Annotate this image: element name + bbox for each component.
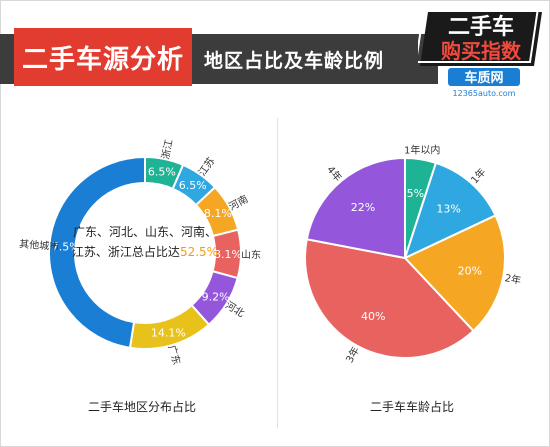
donut-value-label: 6.5% xyxy=(179,179,207,192)
pie-category-label: 2年 xyxy=(504,271,523,287)
donut-category-label: 河北 xyxy=(223,299,246,320)
pie-slice-2 xyxy=(403,161,497,260)
donut-category-label: 山东 xyxy=(241,248,261,261)
donut-value-label: 8.1% xyxy=(204,207,232,220)
logo-line1: 二手车 xyxy=(448,14,514,40)
pie-value-label: 40% xyxy=(361,310,385,323)
brand-logo: 二手车 购买指数 车质网 12365auto.com xyxy=(418,7,542,98)
donut-center-note: 广东、河北、山东、河南、江苏、浙江总占比达52.5% xyxy=(70,222,220,262)
pie-slice-4 xyxy=(304,238,475,359)
logo-brand: 车质网 xyxy=(464,70,503,86)
logo-url: 12365auto.com xyxy=(453,89,516,98)
logo-line2: 购买指数 xyxy=(441,39,522,63)
logo-brand-plate xyxy=(448,68,520,86)
donut-category-label: 广东 xyxy=(165,343,183,366)
header-banner: 二手车源分析 地区占比及车龄比例 xyxy=(0,28,550,92)
age-chart-caption: 二手车车龄占比 xyxy=(370,400,455,414)
header-subtitle: 地区占比及车龄比例 xyxy=(204,49,385,72)
donut-category-label: 河南 xyxy=(226,192,250,213)
chart-divider xyxy=(277,118,278,428)
pie-value-label: 20% xyxy=(458,264,482,277)
region-chart-caption: 二手车地区分布占比 xyxy=(88,400,197,414)
pie-slice-3 xyxy=(403,214,506,333)
donut-value-label: 8.1% xyxy=(214,248,242,261)
logo-outline xyxy=(418,7,540,63)
pie-category-label: 1年以内 xyxy=(404,143,440,156)
donut-category-label: 其他城市 xyxy=(19,237,60,253)
donut-center-value: 52.5% xyxy=(179,245,219,259)
pie-value-label: 22% xyxy=(351,201,375,214)
donut-slice-7 xyxy=(48,155,146,349)
donut-category-label: 浙江 xyxy=(160,138,176,160)
donut-center-text: 广东、河北、山东、河南、江苏、浙江总占比达 xyxy=(71,225,217,259)
pie-slice-5 xyxy=(305,156,406,260)
logo-badge xyxy=(420,12,542,66)
donut-value-label: 14.1% xyxy=(151,327,186,340)
region-donut-chart: 6.5%浙江6.5%江苏8.1%河南8.1%山东9.2%河北14.1%广东47.… xyxy=(19,138,261,366)
donut-value-label: 47.5% xyxy=(45,240,80,253)
pie-value-label: 13% xyxy=(436,202,460,215)
header-title: 二手车源分析 xyxy=(14,28,192,86)
donut-value-label: 6.5% xyxy=(148,166,176,179)
pie-value-label: 5% xyxy=(407,187,424,200)
donut-value-label: 9.2% xyxy=(202,291,230,304)
